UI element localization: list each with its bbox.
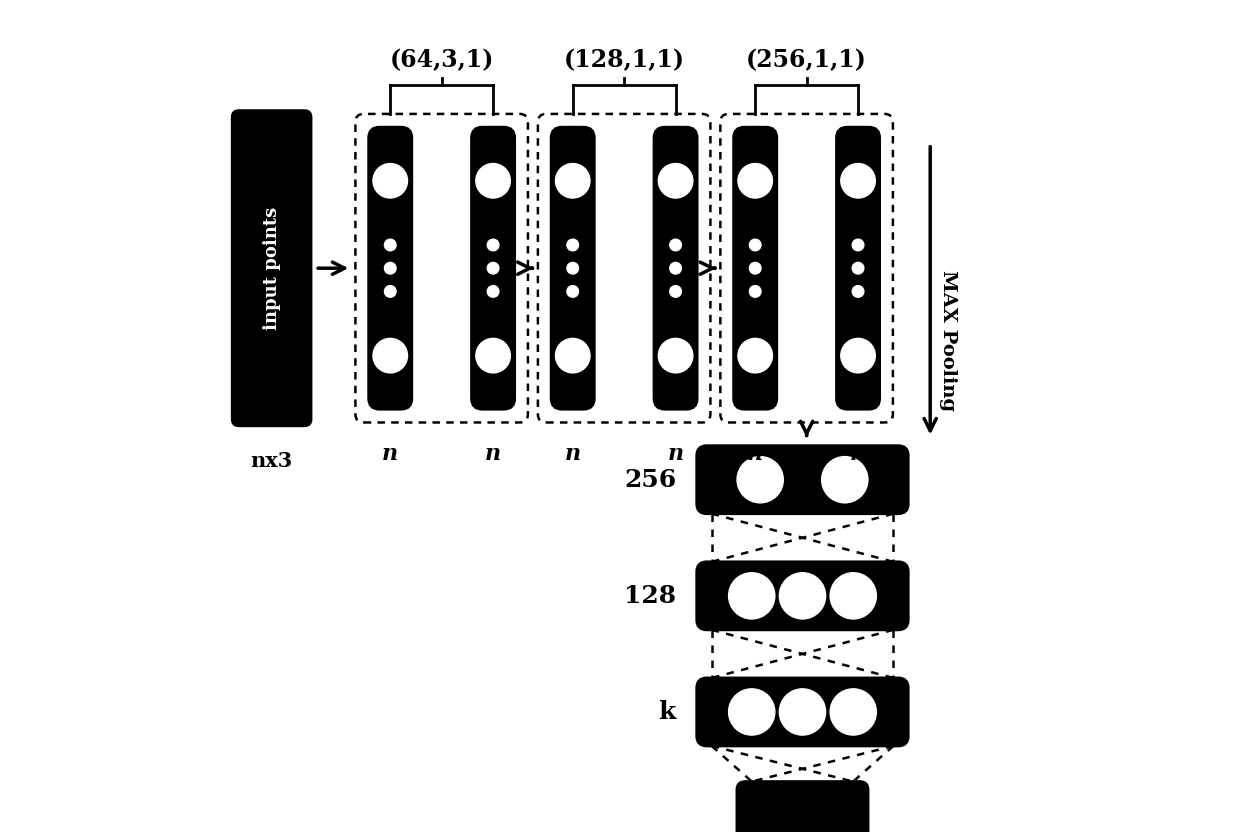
Text: input points: input points [263, 206, 280, 330]
Text: (128,1,1): (128,1,1) [564, 48, 684, 73]
Circle shape [476, 164, 511, 198]
Text: n: n [849, 443, 866, 465]
Circle shape [487, 239, 498, 250]
Circle shape [830, 573, 877, 619]
Circle shape [373, 164, 408, 198]
Circle shape [670, 286, 681, 297]
Text: n: n [667, 443, 683, 465]
Circle shape [780, 689, 826, 735]
FancyBboxPatch shape [368, 127, 412, 409]
FancyBboxPatch shape [697, 678, 908, 746]
FancyBboxPatch shape [232, 110, 311, 426]
Text: nx3: nx3 [250, 451, 293, 471]
Circle shape [658, 338, 693, 373]
Circle shape [738, 338, 773, 373]
Circle shape [729, 573, 775, 619]
FancyBboxPatch shape [471, 127, 515, 409]
Text: n: n [564, 443, 580, 465]
Circle shape [384, 262, 396, 274]
Circle shape [670, 262, 681, 274]
Circle shape [830, 689, 877, 735]
Circle shape [852, 286, 864, 297]
Circle shape [556, 164, 590, 198]
Text: 256: 256 [624, 468, 676, 492]
Circle shape [373, 338, 408, 373]
Circle shape [822, 457, 868, 503]
FancyBboxPatch shape [737, 782, 868, 835]
FancyBboxPatch shape [551, 127, 594, 409]
Circle shape [852, 262, 864, 274]
FancyBboxPatch shape [837, 127, 879, 409]
Circle shape [658, 164, 693, 198]
Circle shape [738, 164, 773, 198]
Text: MAX Pooling: MAX Pooling [939, 271, 956, 412]
Circle shape [729, 689, 775, 735]
Circle shape [841, 338, 875, 373]
FancyBboxPatch shape [734, 127, 776, 409]
Circle shape [476, 338, 511, 373]
Text: n: n [485, 443, 501, 465]
Text: k: k [658, 700, 676, 724]
Circle shape [487, 286, 498, 297]
FancyBboxPatch shape [653, 127, 697, 409]
Circle shape [841, 164, 875, 198]
Circle shape [567, 239, 579, 250]
Circle shape [780, 573, 826, 619]
Circle shape [567, 286, 579, 297]
Circle shape [749, 239, 761, 250]
Text: n: n [748, 443, 764, 465]
Text: (64,3,1): (64,3,1) [389, 48, 494, 73]
FancyBboxPatch shape [697, 446, 908, 514]
Text: (256,1,1): (256,1,1) [746, 48, 867, 73]
Text: n: n [382, 443, 398, 465]
Circle shape [556, 338, 590, 373]
Circle shape [749, 286, 761, 297]
Text: 128: 128 [624, 584, 676, 608]
Circle shape [384, 239, 396, 250]
Circle shape [749, 262, 761, 274]
FancyBboxPatch shape [697, 562, 908, 630]
Circle shape [487, 262, 498, 274]
Circle shape [567, 262, 579, 274]
Circle shape [670, 239, 681, 250]
Circle shape [384, 286, 396, 297]
Circle shape [737, 457, 784, 503]
Circle shape [852, 239, 864, 250]
